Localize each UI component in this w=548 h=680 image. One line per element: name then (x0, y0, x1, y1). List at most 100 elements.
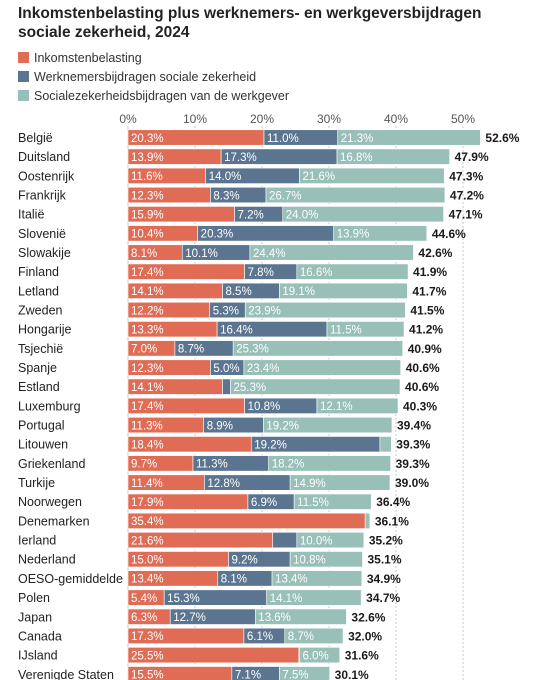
segment-label: 14.0% (209, 171, 242, 183)
segment-label: 15.5% (131, 670, 164, 680)
segment-label: 6.9% (251, 497, 277, 509)
total-label: 40.6% (406, 361, 440, 375)
bar-segment (336, 148, 450, 165)
total-label: 44.6% (432, 227, 466, 241)
segment-label: 13.4% (275, 574, 308, 586)
category-label: Spanje (18, 361, 57, 375)
segment-label: 14.1% (270, 593, 303, 605)
total-label: 32.6% (351, 610, 385, 624)
total-label: 47.2% (450, 189, 484, 203)
segment-label: 13.9% (337, 229, 370, 241)
bar-segment (296, 263, 409, 280)
category-label: Italië (18, 208, 44, 222)
segment-label: 14.1% (131, 382, 164, 394)
bar-segment (289, 551, 363, 568)
segment-label: 12.3% (131, 190, 164, 202)
category-label: Noorwegen (18, 495, 82, 509)
segment-label: 17.3% (131, 631, 164, 643)
category-label: IJsland (18, 649, 58, 663)
segment-label: 10.0% (300, 535, 333, 547)
segment-label: 11.6% (131, 171, 163, 183)
segment-label: 19.1% (282, 286, 315, 298)
total-label: 35.1% (368, 553, 402, 567)
bar-segment (379, 436, 392, 453)
segment-label: 26.7% (269, 190, 302, 202)
category-label: Estland (18, 380, 60, 394)
segment-label: 10.8% (248, 401, 281, 413)
total-label: 40.3% (403, 399, 437, 413)
segment-label: 25.3% (234, 382, 267, 394)
segment-label: 10.1% (185, 248, 218, 260)
segment-label: 7.0% (131, 344, 157, 356)
legend-label: Werknemersbijdragen sociale zekerheid (34, 69, 257, 84)
category-label: Slovenië (18, 227, 66, 241)
segment-label: 10.4% (131, 229, 164, 241)
legend-item-werkgeversbijdragen: Socialezekerheidsbijdragen van de werkge… (18, 86, 289, 105)
total-label: 42.6% (418, 246, 452, 260)
bar-segment (222, 378, 231, 395)
category-label: België (18, 131, 53, 145)
legend-label: Inkomstenbelasting (34, 50, 142, 65)
total-label: 34.7% (366, 591, 400, 605)
segment-label: 11.3% (131, 420, 163, 432)
segment-label: 12.1% (320, 401, 353, 413)
total-label: 41.7% (412, 284, 446, 298)
category-label: Letland (18, 284, 59, 298)
category-label: Zweden (18, 304, 63, 318)
segment-label: 21.6% (303, 171, 336, 183)
segment-label: 11.0% (267, 133, 299, 145)
category-label: Verenigde Staten (18, 668, 114, 680)
total-label: 39.0% (395, 476, 429, 490)
bar-segment (230, 378, 401, 395)
segment-label: 11.3% (196, 459, 228, 471)
x-tick-label: 10% (183, 112, 207, 126)
bar-segment (284, 627, 344, 644)
total-label: 41.5% (410, 304, 444, 318)
total-label: 47.9% (455, 150, 489, 164)
total-label: 52.6% (485, 131, 519, 145)
segment-label: 7.1% (235, 670, 261, 680)
segment-label: 18.4% (131, 440, 164, 452)
legend-swatch (18, 52, 29, 63)
category-label: Finland (18, 265, 59, 279)
total-label: 34.9% (367, 572, 401, 586)
total-label: 30.1% (335, 668, 369, 680)
segment-label: 15.9% (131, 209, 164, 221)
legend-item-inkomstenbelasting: Inkomstenbelasting (18, 48, 289, 67)
segment-label: 23.4% (247, 363, 280, 375)
legend-swatch (18, 90, 29, 101)
segment-label: 20.3% (131, 133, 164, 145)
bar-segment (337, 129, 481, 146)
segment-label: 13.4% (131, 574, 164, 586)
total-label: 47.3% (449, 169, 483, 183)
segment-label: 25.5% (131, 650, 164, 662)
segment-label: 8.1% (221, 574, 247, 586)
total-label: 39.3% (396, 457, 430, 471)
segment-label: 17.4% (131, 267, 164, 279)
total-label: 39.4% (397, 419, 431, 433)
bar-segment (244, 301, 406, 319)
segment-label: 7.5% (282, 670, 308, 680)
category-label: Nederland (18, 553, 76, 567)
segment-label: 15.3% (167, 593, 200, 605)
bar-segment (296, 532, 365, 549)
x-tick-label: 0% (119, 112, 137, 126)
total-label: 41.9% (413, 265, 447, 279)
segment-label: 13.3% (131, 325, 164, 337)
segment-label: 8.7% (288, 631, 314, 643)
segment-label: 16.8% (340, 152, 373, 164)
bar-segment (266, 589, 362, 606)
segment-label: 8.5% (225, 286, 251, 298)
segment-label: 8.7% (178, 344, 204, 356)
bar-segment (299, 167, 445, 184)
bar-segment (333, 225, 428, 242)
bar-segment (268, 455, 391, 472)
x-tick-label: 40% (384, 112, 408, 126)
category-label: Litouwen (18, 438, 68, 452)
bar-segment (279, 666, 330, 680)
segment-label: 14.1% (131, 286, 164, 298)
chart-title: Inkomstenbelasting plus werknemers- en w… (18, 5, 482, 41)
category-label: Luxemburg (18, 399, 81, 413)
segment-label: 11.5% (297, 497, 329, 509)
